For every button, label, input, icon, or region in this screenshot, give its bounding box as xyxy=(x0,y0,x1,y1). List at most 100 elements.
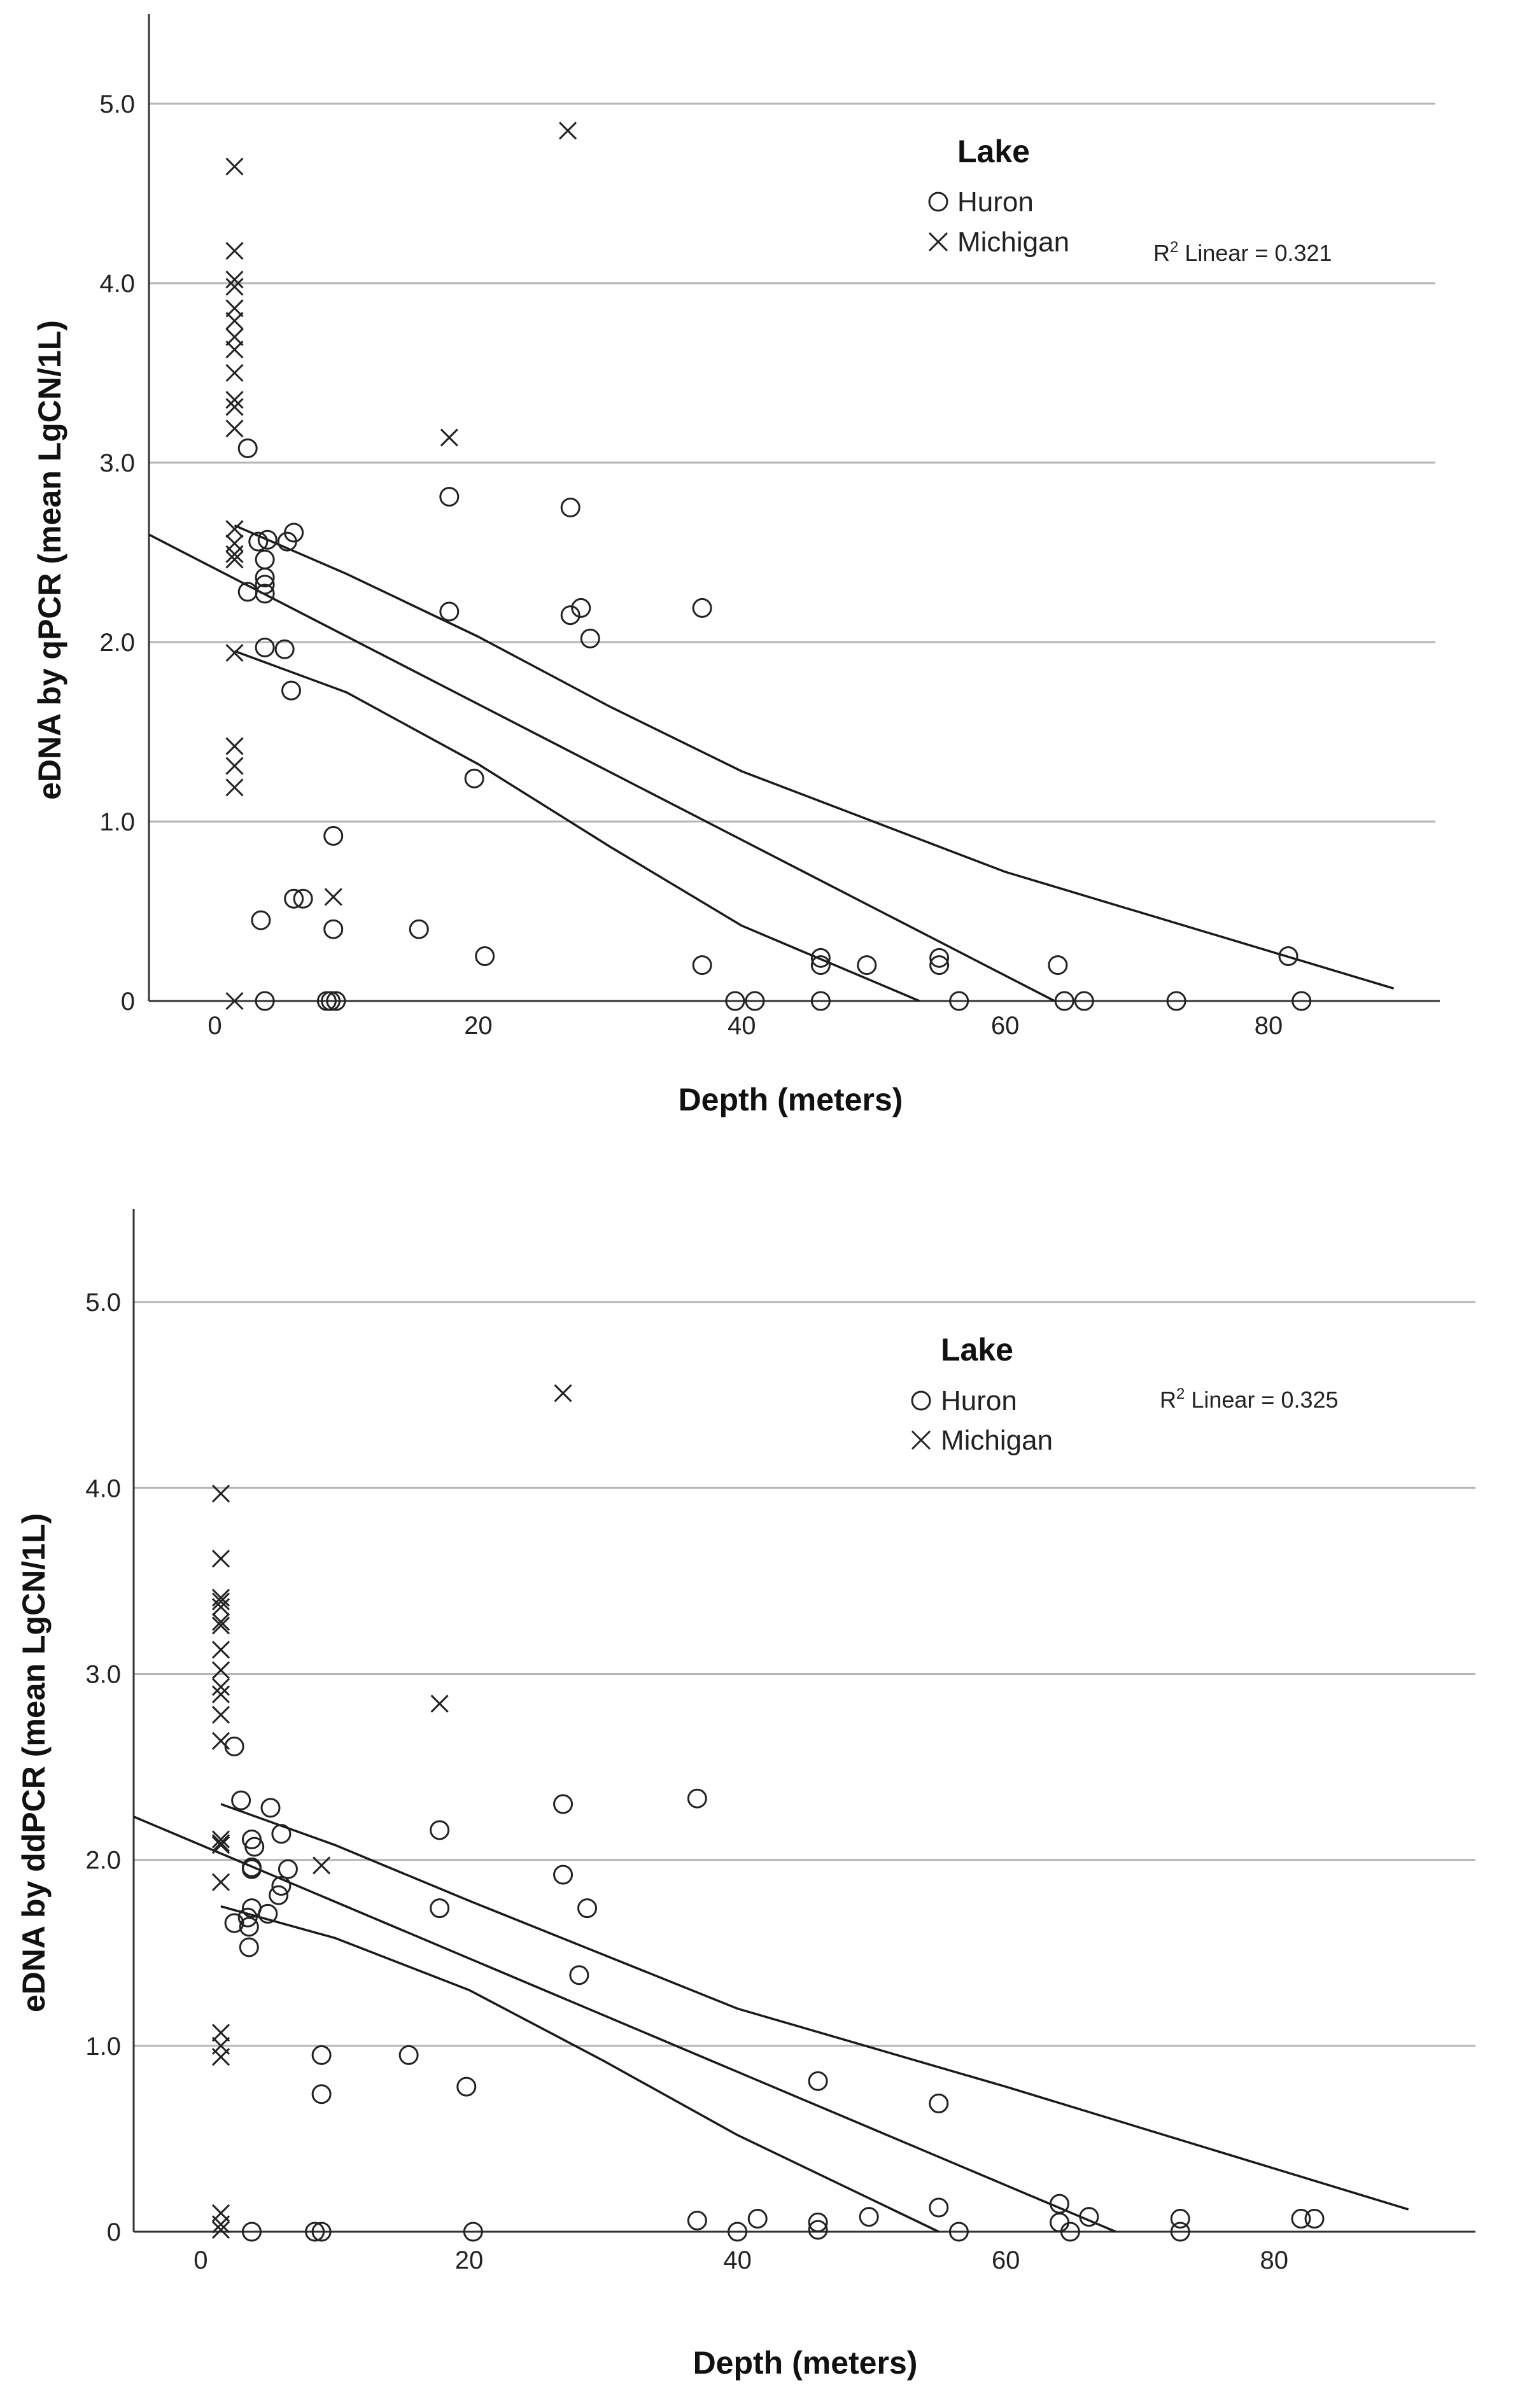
huron-point xyxy=(1079,2207,1099,2227)
huron-point xyxy=(929,2197,949,2218)
huron-point xyxy=(1166,991,1186,1011)
michigan-point xyxy=(211,1732,230,1750)
huron-point xyxy=(278,1859,298,1879)
x-tick-label: 80 xyxy=(1260,2246,1289,2274)
huron-point xyxy=(571,598,591,618)
legend-michigan-marker-icon xyxy=(928,232,948,252)
data-points xyxy=(211,1384,1325,2242)
x-tick-label: 20 xyxy=(455,2246,484,2274)
huron-point xyxy=(1074,991,1094,1011)
legend: Lake Huron Michigan xyxy=(911,1332,1053,1456)
huron-point xyxy=(255,549,275,570)
huron-point xyxy=(258,1903,278,1924)
michigan-point xyxy=(225,157,244,176)
michigan-point xyxy=(211,2221,230,2239)
huron-point xyxy=(248,531,269,552)
x-tick-label: 20 xyxy=(464,1012,493,1040)
michigan-point xyxy=(225,419,244,438)
huron-point xyxy=(687,1788,707,1809)
huron-point xyxy=(692,955,712,976)
michigan-point xyxy=(225,299,244,318)
confidence-interval-curves xyxy=(234,524,1395,1002)
huron-point xyxy=(239,1917,259,1937)
legend-huron-label: Huron xyxy=(957,186,1034,218)
huron-point xyxy=(929,955,950,976)
grid-lines xyxy=(149,102,1435,823)
huron-point xyxy=(808,2071,828,2091)
x-tick-label: 0 xyxy=(194,2246,208,2274)
legend-huron-marker-icon xyxy=(928,192,948,212)
y-tick-label: 4.0 xyxy=(85,1474,121,1502)
michigan-point xyxy=(211,1616,230,1635)
huron-point xyxy=(284,888,304,909)
y-tick-label: 4.0 xyxy=(99,270,135,298)
huron-point xyxy=(277,531,297,552)
huron-point xyxy=(271,1824,292,1844)
x-tick-label: 40 xyxy=(728,1012,756,1040)
michigan-point xyxy=(211,2215,230,2234)
huron-point xyxy=(929,2093,949,2113)
r2-value: Linear = 0.325 xyxy=(1185,1387,1338,1413)
huron-point xyxy=(321,991,341,1011)
michigan-point xyxy=(225,391,244,409)
huron-point xyxy=(1291,991,1312,1011)
huron-point xyxy=(1304,2209,1325,2229)
huron-point xyxy=(810,991,831,1011)
huron-point xyxy=(251,910,271,930)
michigan-point xyxy=(225,270,244,289)
x-axis-title: Depth (meters) xyxy=(693,2345,918,2381)
huron-point xyxy=(260,1798,281,1818)
y-tick-label: 0 xyxy=(121,988,135,1016)
huron-point xyxy=(255,637,275,657)
y-tick-label: 0 xyxy=(107,2218,121,2246)
huron-point xyxy=(692,598,712,618)
huron-point xyxy=(255,584,275,604)
huron-point xyxy=(231,1790,251,1810)
huron-point xyxy=(244,1837,265,1857)
huron-point xyxy=(311,2084,332,2104)
huron-point xyxy=(569,1965,589,1985)
michigan-point xyxy=(554,1384,572,1403)
regression-line xyxy=(133,1816,1116,2233)
michigan-point xyxy=(313,1856,331,1875)
huron-point xyxy=(456,2076,477,2097)
huron-point xyxy=(326,991,346,1011)
michigan-point xyxy=(225,277,244,296)
huron-point xyxy=(274,639,295,659)
x-tick-label: 0 xyxy=(208,1012,222,1040)
huron-point xyxy=(1060,2222,1080,2242)
huron-point xyxy=(439,487,460,507)
y-tick-label: 3.0 xyxy=(99,449,135,477)
regression-line-group xyxy=(148,533,1055,1002)
huron-point xyxy=(323,826,344,846)
huron-point xyxy=(242,2222,262,2242)
legend: Lake Huron Michigan xyxy=(928,134,1069,258)
huron-point xyxy=(463,2222,483,2242)
michigan-point xyxy=(211,1685,230,1704)
ci-upper-curve xyxy=(234,524,1395,990)
r2-superscript: 2 xyxy=(1176,1385,1185,1403)
legend-michigan-marker-icon xyxy=(911,1430,931,1450)
huron-point xyxy=(560,498,581,517)
huron-point xyxy=(747,2209,768,2229)
michigan-point xyxy=(225,991,244,1011)
huron-point xyxy=(745,991,765,1011)
michigan-point xyxy=(211,1873,230,1891)
y-tick-label: 2.0 xyxy=(99,629,135,657)
huron-point xyxy=(859,2207,879,2227)
qpcr-scatter-chart: 0 1.0 2.0 3.0 4.0 5.0 0 20 40 60 80 Depth (meters)… xyxy=(32,14,1440,1117)
michigan-point xyxy=(225,328,244,346)
huron-point xyxy=(255,575,275,595)
ci-lower-curve xyxy=(234,650,920,1002)
r2-annotation: R2 Linear = 0.321 xyxy=(1153,239,1332,266)
huron-point xyxy=(553,1794,574,1814)
huron-point xyxy=(430,1820,450,1840)
ci-lower-curve xyxy=(220,1905,939,2233)
x-tick-label: 60 xyxy=(992,2246,1020,2274)
huron-point xyxy=(255,567,275,587)
huron-point xyxy=(242,1859,262,1879)
y-tick-label: 5.0 xyxy=(85,1289,121,1317)
y-axis-title: eDNA by ddPCR (mean LgCN/1L) xyxy=(16,1513,52,2012)
huron-point xyxy=(728,2222,748,2242)
huron-point xyxy=(1050,2194,1070,2214)
